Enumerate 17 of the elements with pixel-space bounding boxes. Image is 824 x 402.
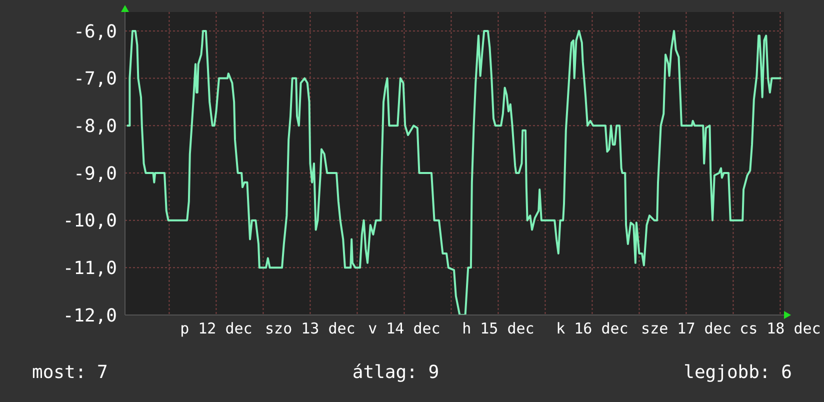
x-tick-label: p 12 dec (180, 320, 252, 338)
x-tick-label: szo 13 dec (265, 320, 356, 338)
x-tick-label: h 15 dec (462, 320, 534, 338)
y-tick-label: -7,0 (74, 68, 117, 90)
x-tick-label: v 14 dec (368, 320, 440, 338)
text: most: 7 (32, 362, 108, 383)
y-tick-label: -10,0 (62, 210, 117, 232)
text: legjobb: 6 (684, 362, 792, 383)
x-tick-label: k 16 dec (556, 320, 628, 338)
y-tick-label: -11,0 (62, 258, 117, 280)
y-tick-label: -6,0 (74, 21, 117, 42)
x-tick-label: sze 17 dec (641, 320, 732, 338)
y-tick-label: -9,0 (74, 163, 117, 184)
y-tick-label: -12,0 (62, 305, 117, 326)
text: átlag: 9 (352, 362, 440, 383)
x-tick-label: cs 18 dec (740, 320, 821, 338)
y-tick-label: -8,0 (74, 116, 117, 138)
